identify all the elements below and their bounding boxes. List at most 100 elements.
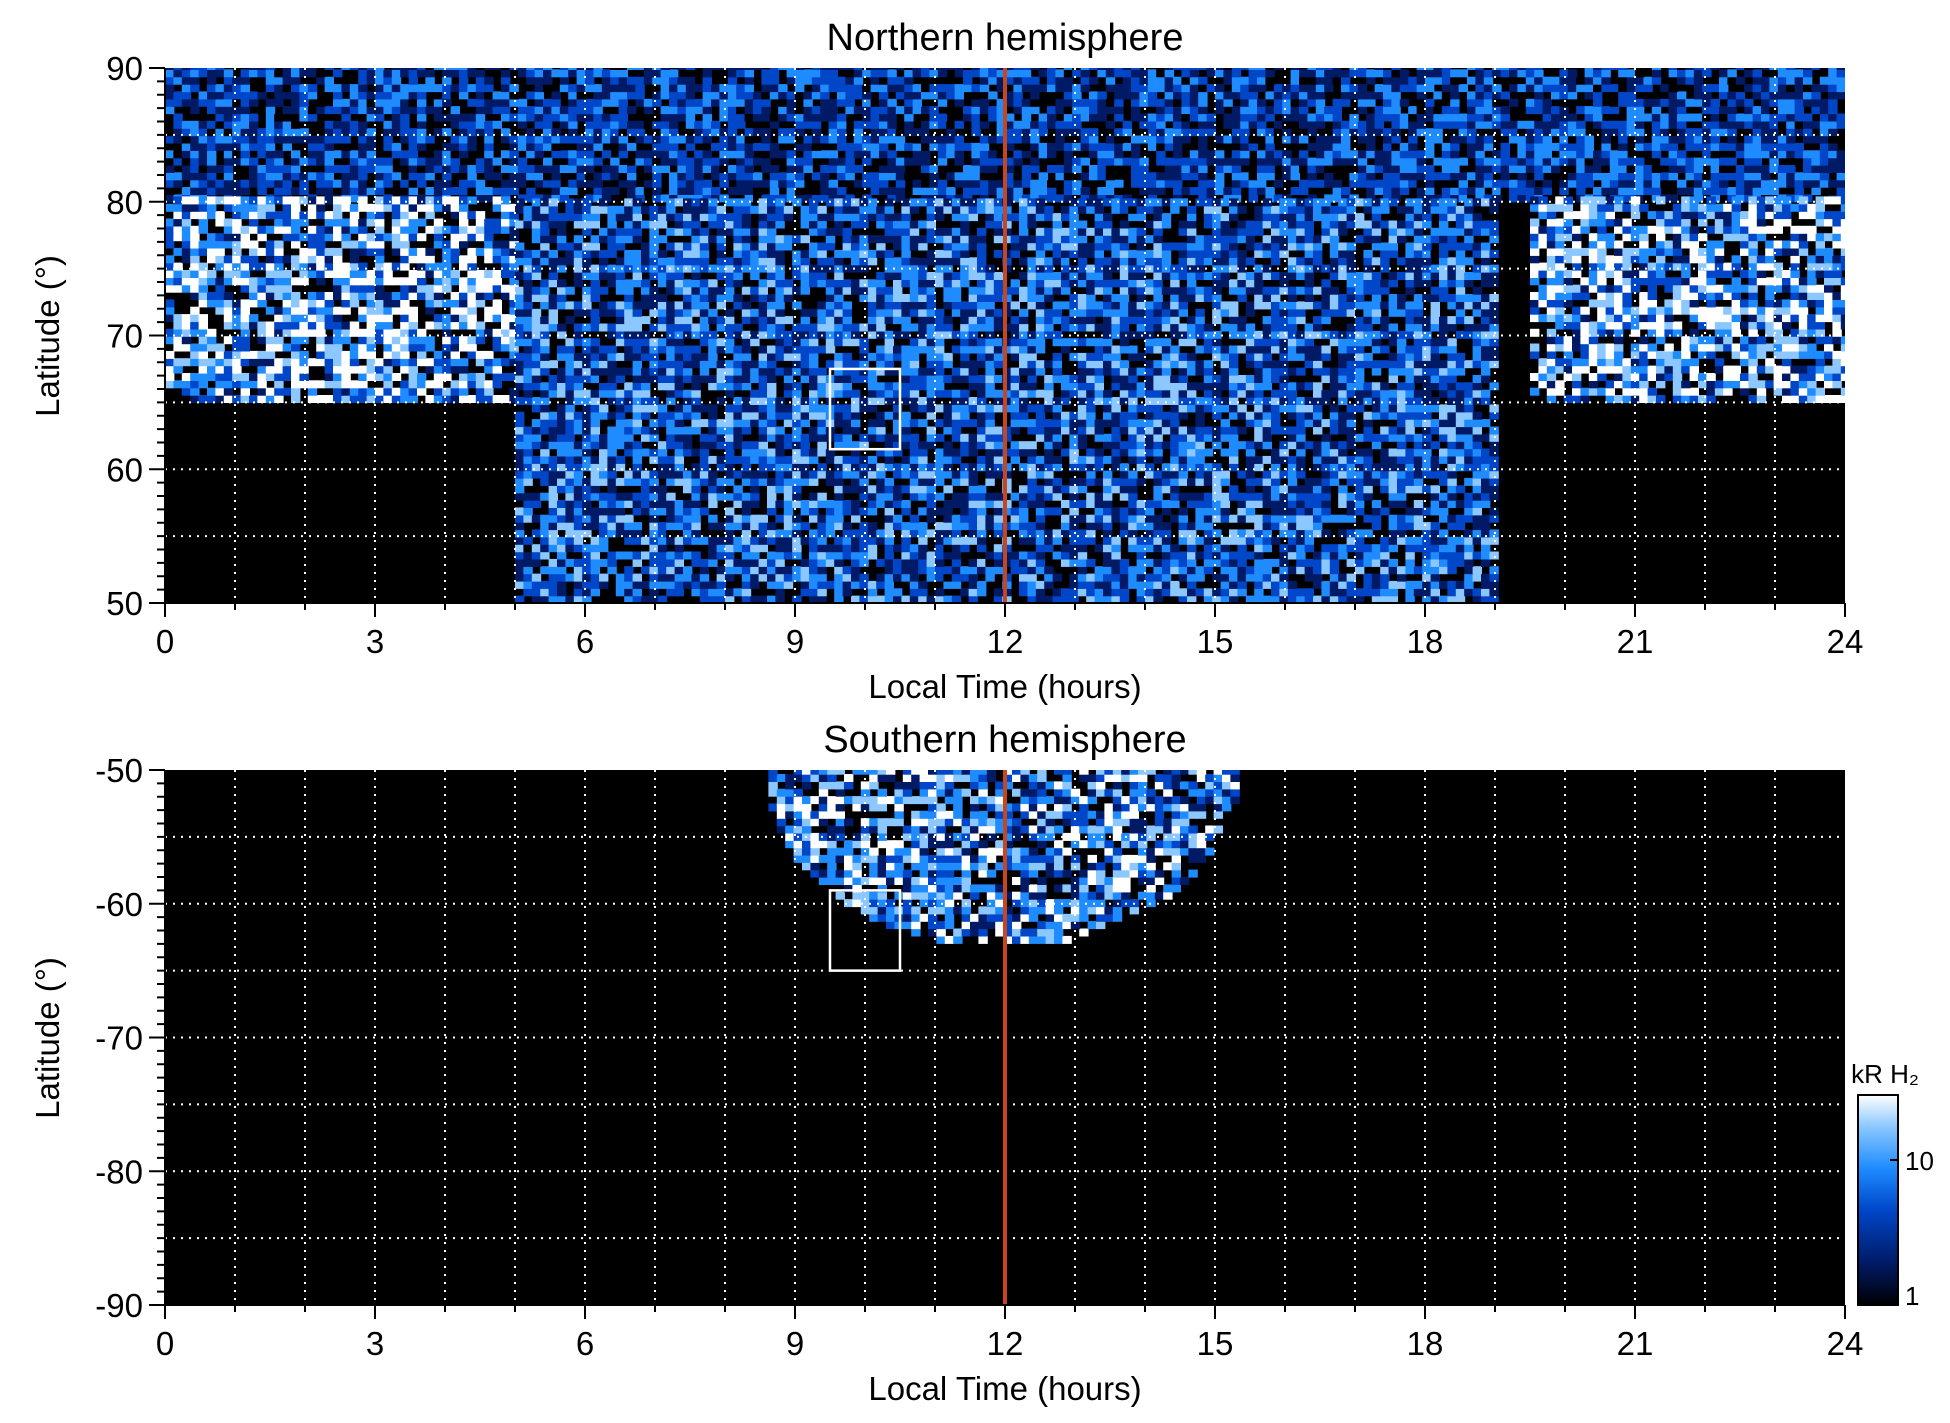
north-emission-cell — [324, 142, 334, 151]
north-emission-cell — [1257, 179, 1267, 188]
north-emission-cell — [1391, 98, 1401, 107]
north-emission-cell — [593, 187, 603, 195]
north-emission-cell — [341, 150, 351, 159]
north-emission-cell — [1630, 203, 1641, 212]
north-emission-cell — [652, 172, 662, 181]
north-emission-cell — [484, 165, 494, 173]
north-emission-cell — [1614, 262, 1624, 271]
north-emission-cell — [333, 187, 343, 195]
north-emission-cell — [1546, 218, 1557, 227]
north-emission-cell — [1567, 157, 1578, 166]
north-emission-cell — [173, 76, 183, 85]
north-emission-cell — [1677, 113, 1687, 122]
north-emission-cell — [442, 336, 452, 345]
north-emission-cell — [1639, 380, 1649, 389]
north-emission-cell — [870, 106, 880, 115]
north-emission-cell — [1189, 157, 1200, 166]
north-emission-cell — [207, 68, 217, 70]
north-emission-cell — [736, 157, 746, 166]
north-emission-cell — [988, 165, 998, 173]
north-emission-cell — [1324, 172, 1334, 181]
north-emission-cell — [1139, 84, 1149, 93]
north-emission-cell — [1815, 211, 1825, 220]
north-emission-cell — [1055, 165, 1065, 173]
north-emission-cell — [803, 135, 813, 144]
north-emission-cell — [1555, 365, 1565, 374]
north-emission-cell — [324, 135, 334, 144]
north-emission-cell — [417, 350, 427, 359]
north-emission-cell — [1706, 373, 1716, 381]
north-emission-cell — [1769, 150, 1779, 159]
north-emission-cell — [408, 233, 418, 242]
north-emission-cell — [165, 277, 175, 286]
north-emission-cell — [951, 580, 962, 589]
north-emission-cell — [215, 299, 225, 308]
north-emission-cell — [291, 321, 301, 330]
north-emission-cell — [652, 142, 662, 151]
north-emission-cell — [1458, 120, 1468, 129]
north-emission-cell — [1492, 150, 1502, 159]
north-emission-cell — [1824, 380, 1834, 389]
north-emission-cell — [568, 106, 578, 115]
north-emission-cell — [1563, 196, 1573, 205]
north-emission-cell — [1601, 172, 1611, 181]
north-emission-cell — [1265, 68, 1275, 70]
north-emission-cell — [1622, 314, 1632, 323]
north-emission-cell — [1145, 595, 1155, 603]
north-emission-cell — [769, 76, 780, 85]
north-emission-cell — [1819, 120, 1830, 129]
north-emission-cell — [786, 135, 796, 144]
north-emission-cell — [1765, 358, 1775, 367]
north-emission-cell — [333, 336, 343, 345]
north-emission-cell — [341, 350, 351, 359]
north-emission-cell — [702, 91, 712, 100]
north-emission-cell — [677, 157, 687, 166]
north-emission-cell — [1189, 91, 1200, 100]
north-emission-cell — [492, 98, 502, 107]
north-emission-cell — [1273, 120, 1284, 129]
north-emission-cell — [198, 247, 208, 256]
north-emission-cell — [1782, 203, 1792, 212]
north-emission-cell — [484, 76, 494, 85]
north-emission-cell — [1525, 187, 1536, 195]
north-emission-cell — [1580, 277, 1590, 286]
north-emission-cell — [400, 157, 410, 166]
north-emission-cell — [1756, 196, 1767, 205]
north-emission-cell — [509, 306, 519, 315]
north-emission-cell — [526, 150, 536, 159]
north-emission-cell — [946, 150, 956, 159]
north-emission-cell — [1614, 336, 1624, 345]
north-emission-cell — [307, 328, 318, 337]
north-emission-cell — [1777, 179, 1788, 188]
north-emission-cell — [1685, 113, 1695, 122]
north-emission-cell — [1273, 157, 1284, 166]
north-emission-cell — [333, 84, 343, 93]
north-emission-cell — [1639, 270, 1649, 278]
north-emission-cell — [1181, 172, 1191, 181]
north-emission-cell — [1651, 106, 1662, 115]
north-emission-cell — [341, 106, 351, 115]
north-emission-cell — [1807, 380, 1817, 389]
north-emission-cell — [181, 150, 192, 159]
north-emission-cell — [1525, 128, 1536, 137]
north-emission-cell — [475, 380, 486, 389]
north-emission-cell — [1408, 120, 1418, 129]
north-emission-cell — [165, 373, 175, 381]
north-emission-cell — [610, 98, 620, 107]
north-emission-cell — [1139, 76, 1149, 85]
north-emission-cell — [912, 135, 922, 144]
north-emission-cell — [1723, 336, 1733, 345]
north-emission-cell — [1374, 84, 1384, 93]
north-emission-cell — [870, 135, 880, 144]
north-emission-cell — [249, 350, 259, 359]
north-emission-cell — [391, 84, 402, 93]
north-emission-cell — [685, 172, 696, 181]
north-emission-cell — [1593, 68, 1603, 70]
north-emission-cell — [694, 128, 704, 137]
north-emission-cell — [223, 277, 234, 286]
north-emission-cell — [366, 157, 376, 166]
north-emission-cell — [1807, 255, 1817, 264]
north-emission-cell — [484, 172, 494, 181]
north-emission-cell — [526, 69, 536, 78]
north-emission-cell — [400, 203, 410, 212]
